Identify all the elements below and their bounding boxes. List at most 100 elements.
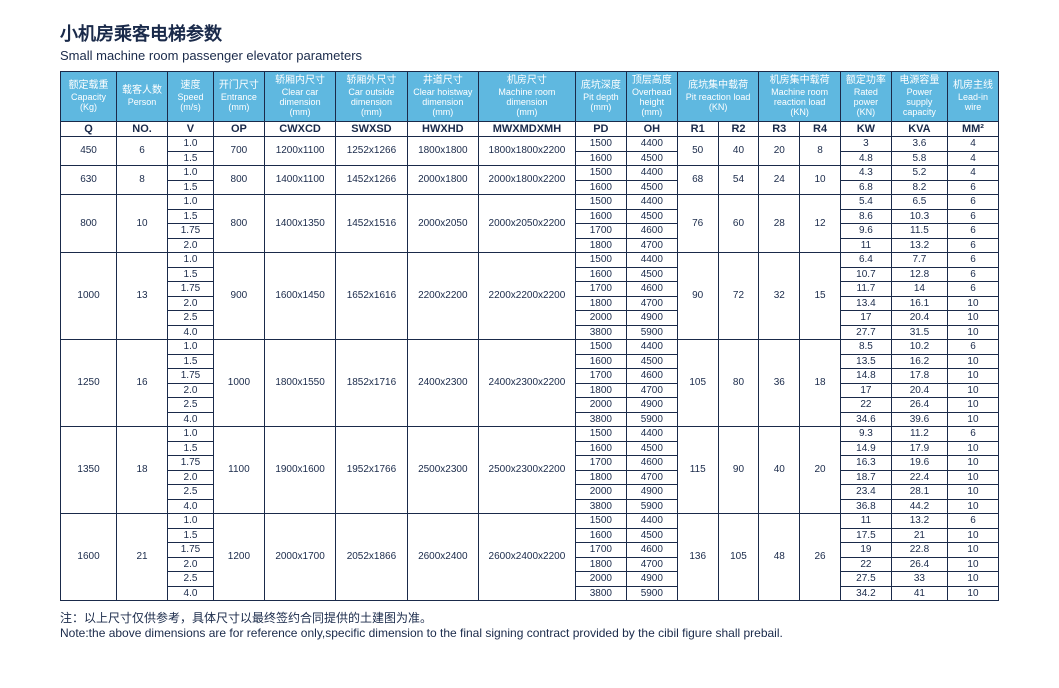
cell: 1500 <box>575 340 626 355</box>
cell: 34.6 <box>840 412 891 427</box>
cell: 50 <box>677 137 718 166</box>
cell: 1000 <box>213 340 264 427</box>
cell: 1900x1600 <box>264 427 335 514</box>
col-code: PD <box>575 121 626 137</box>
table-row: 63081.08001400x11001452x12662000x1800200… <box>61 166 999 181</box>
cell: 9.6 <box>840 224 891 239</box>
cell: 4.0 <box>168 586 214 601</box>
cell: 48 <box>759 514 800 601</box>
col-header: 开门尺寸Entrance(mm) <box>213 72 264 122</box>
col-code: OH <box>626 121 677 137</box>
cell: 10 <box>947 557 998 572</box>
cell: 2000 <box>575 485 626 500</box>
cell: 20.4 <box>891 383 947 398</box>
cell: 4400 <box>626 427 677 442</box>
cell: 800 <box>213 166 264 195</box>
cell: 27.7 <box>840 325 891 340</box>
title-cn: 小机房乘客电梯参数 <box>60 20 999 46</box>
col-code: CWXCD <box>264 121 335 137</box>
cell: 4600 <box>626 224 677 239</box>
cell: 3800 <box>575 412 626 427</box>
cell: 1800x1800 <box>407 137 478 166</box>
cell: 4.3 <box>840 166 891 181</box>
cell: 19 <box>840 543 891 558</box>
cell: 1.5 <box>168 209 214 224</box>
cell: 12.8 <box>891 267 947 282</box>
col-header: 载客人数Person <box>117 72 168 122</box>
cell: 1600x1450 <box>264 253 335 340</box>
cell: 2.0 <box>168 296 214 311</box>
cell: 4900 <box>626 572 677 587</box>
cell: 1600 <box>61 514 117 601</box>
cell: 2052x1866 <box>336 514 407 601</box>
cell: 4900 <box>626 398 677 413</box>
cell: 3 <box>840 137 891 152</box>
cell: 10 <box>947 499 998 514</box>
cell: 10 <box>947 572 998 587</box>
title-en: Small machine room passenger elevator pa… <box>60 48 999 63</box>
cell: 1800 <box>575 238 626 253</box>
cell: 18 <box>117 427 168 514</box>
cell: 13.2 <box>891 514 947 529</box>
cell: 4400 <box>626 195 677 210</box>
cell: 31.5 <box>891 325 947 340</box>
cell: 4500 <box>626 441 677 456</box>
cell: 13.2 <box>891 238 947 253</box>
cell: 1500 <box>575 166 626 181</box>
cell: 8.2 <box>891 180 947 195</box>
cell: 18 <box>800 340 841 427</box>
cell: 6 <box>117 137 168 166</box>
col-header: 底坑深度Pit depth(mm) <box>575 72 626 122</box>
cell: 6.5 <box>891 195 947 210</box>
cell: 1600 <box>575 209 626 224</box>
cell: 1400x1350 <box>264 195 335 253</box>
cell: 44.2 <box>891 499 947 514</box>
cell: 1500 <box>575 137 626 152</box>
cell: 4.8 <box>840 151 891 166</box>
cell: 1.5 <box>168 151 214 166</box>
cell: 2.5 <box>168 398 214 413</box>
cell: 22.4 <box>891 470 947 485</box>
col-header: 机房主线Lead-in wire <box>947 72 998 122</box>
cell: 1.0 <box>168 427 214 442</box>
cell: 13.4 <box>840 296 891 311</box>
cell: 4500 <box>626 151 677 166</box>
cell: 34.2 <box>840 586 891 601</box>
cell: 72 <box>718 253 759 340</box>
cell: 4400 <box>626 166 677 181</box>
cell: 22.8 <box>891 543 947 558</box>
col-code: KVA <box>891 121 947 137</box>
cell: 4700 <box>626 383 677 398</box>
cell: 6 <box>947 180 998 195</box>
cell: 1.75 <box>168 369 214 384</box>
params-table: 额定载重Capacity(Kg)载客人数Person速度Speed(m/s)开门… <box>60 71 999 601</box>
cell: 1800x1550 <box>264 340 335 427</box>
col-code: SWXSD <box>336 121 407 137</box>
cell: 10 <box>947 398 998 413</box>
cell: 2200x2200x2200 <box>479 253 576 340</box>
cell: 4400 <box>626 137 677 152</box>
col-code: V <box>168 121 214 137</box>
cell: 1.5 <box>168 528 214 543</box>
cell: 20 <box>759 137 800 166</box>
col-code: R3 <box>759 121 800 137</box>
cell: 2000x1800 <box>407 166 478 195</box>
cell: 36.8 <box>840 499 891 514</box>
cell: 10 <box>947 441 998 456</box>
cell: 13 <box>117 253 168 340</box>
cell: 41 <box>891 586 947 601</box>
cell: 1800 <box>575 296 626 311</box>
cell: 21 <box>117 514 168 601</box>
cell: 4.0 <box>168 499 214 514</box>
cell: 5.2 <box>891 166 947 181</box>
col-header: 井道尺寸Clear hoistway dimension(mm) <box>407 72 478 122</box>
cell: 2600x2400 <box>407 514 478 601</box>
cell: 5.4 <box>840 195 891 210</box>
cell: 6 <box>947 224 998 239</box>
cell: 2.5 <box>168 311 214 326</box>
col-header: 额定功率Rated power(KN) <box>840 72 891 122</box>
col-header: 底坑集中载荷Pit reaction load(KN) <box>677 72 759 122</box>
cell: 16 <box>117 340 168 427</box>
cell: 16.1 <box>891 296 947 311</box>
cell: 1.5 <box>168 441 214 456</box>
